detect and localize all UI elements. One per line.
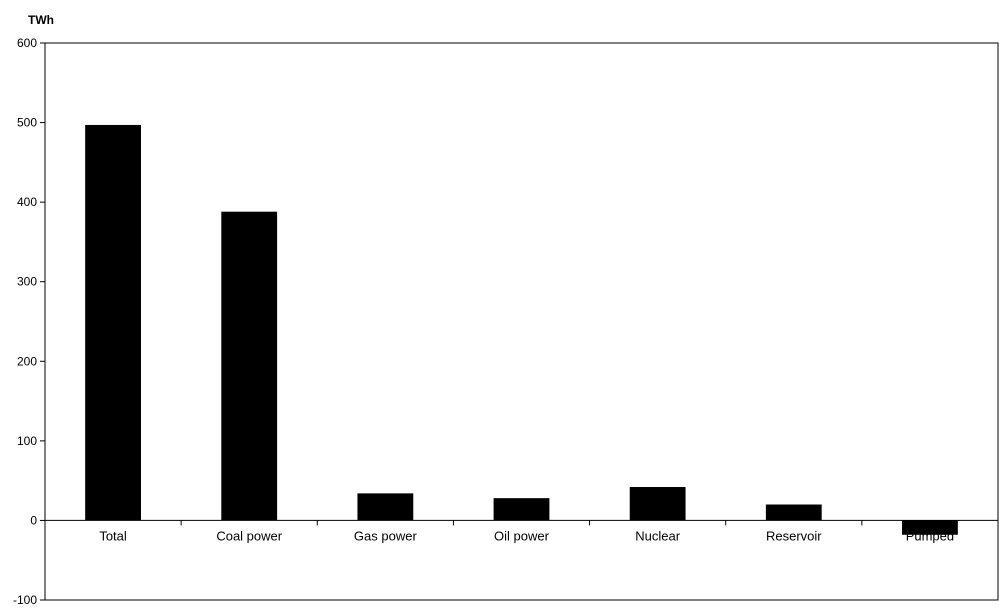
category-label: Oil power [494,528,550,543]
y-tick-label: 0 [30,513,37,527]
y-tick-label: 600 [17,36,37,50]
category-label: Reservoir [766,528,822,543]
category-label: Gas power [354,528,418,543]
y-tick-label: 500 [17,116,37,130]
y-tick-label: -100 [13,593,37,607]
bar-pumped [902,520,958,535]
x-axis-labels: Total Coal power Gas power Oil power Nuclear… [99,528,954,543]
bar-total [85,124,141,521]
bar-reservoir [765,504,822,521]
category-label: Coal power [216,528,282,543]
y-tick-label: 300 [17,275,37,289]
plot-area [44,42,999,601]
bar-coal-power [221,211,278,521]
bar-gas-power [357,493,414,521]
category-label: Nuclear [635,528,680,543]
y-axis-unit-label: TWh [28,13,54,27]
y-tick-label: 400 [17,195,37,209]
x-axis-ticks [44,520,999,526]
category-label: Pumped [906,528,954,543]
y-axis: -100 0 100 200 300 400 500 600 [13,36,45,607]
category-label: Total [99,528,127,543]
bar-nuclear [629,487,686,521]
y-tick-label: 100 [17,434,37,448]
bar-oil-power [493,498,550,521]
y-tick-label: 200 [17,354,37,368]
bars [85,124,958,535]
